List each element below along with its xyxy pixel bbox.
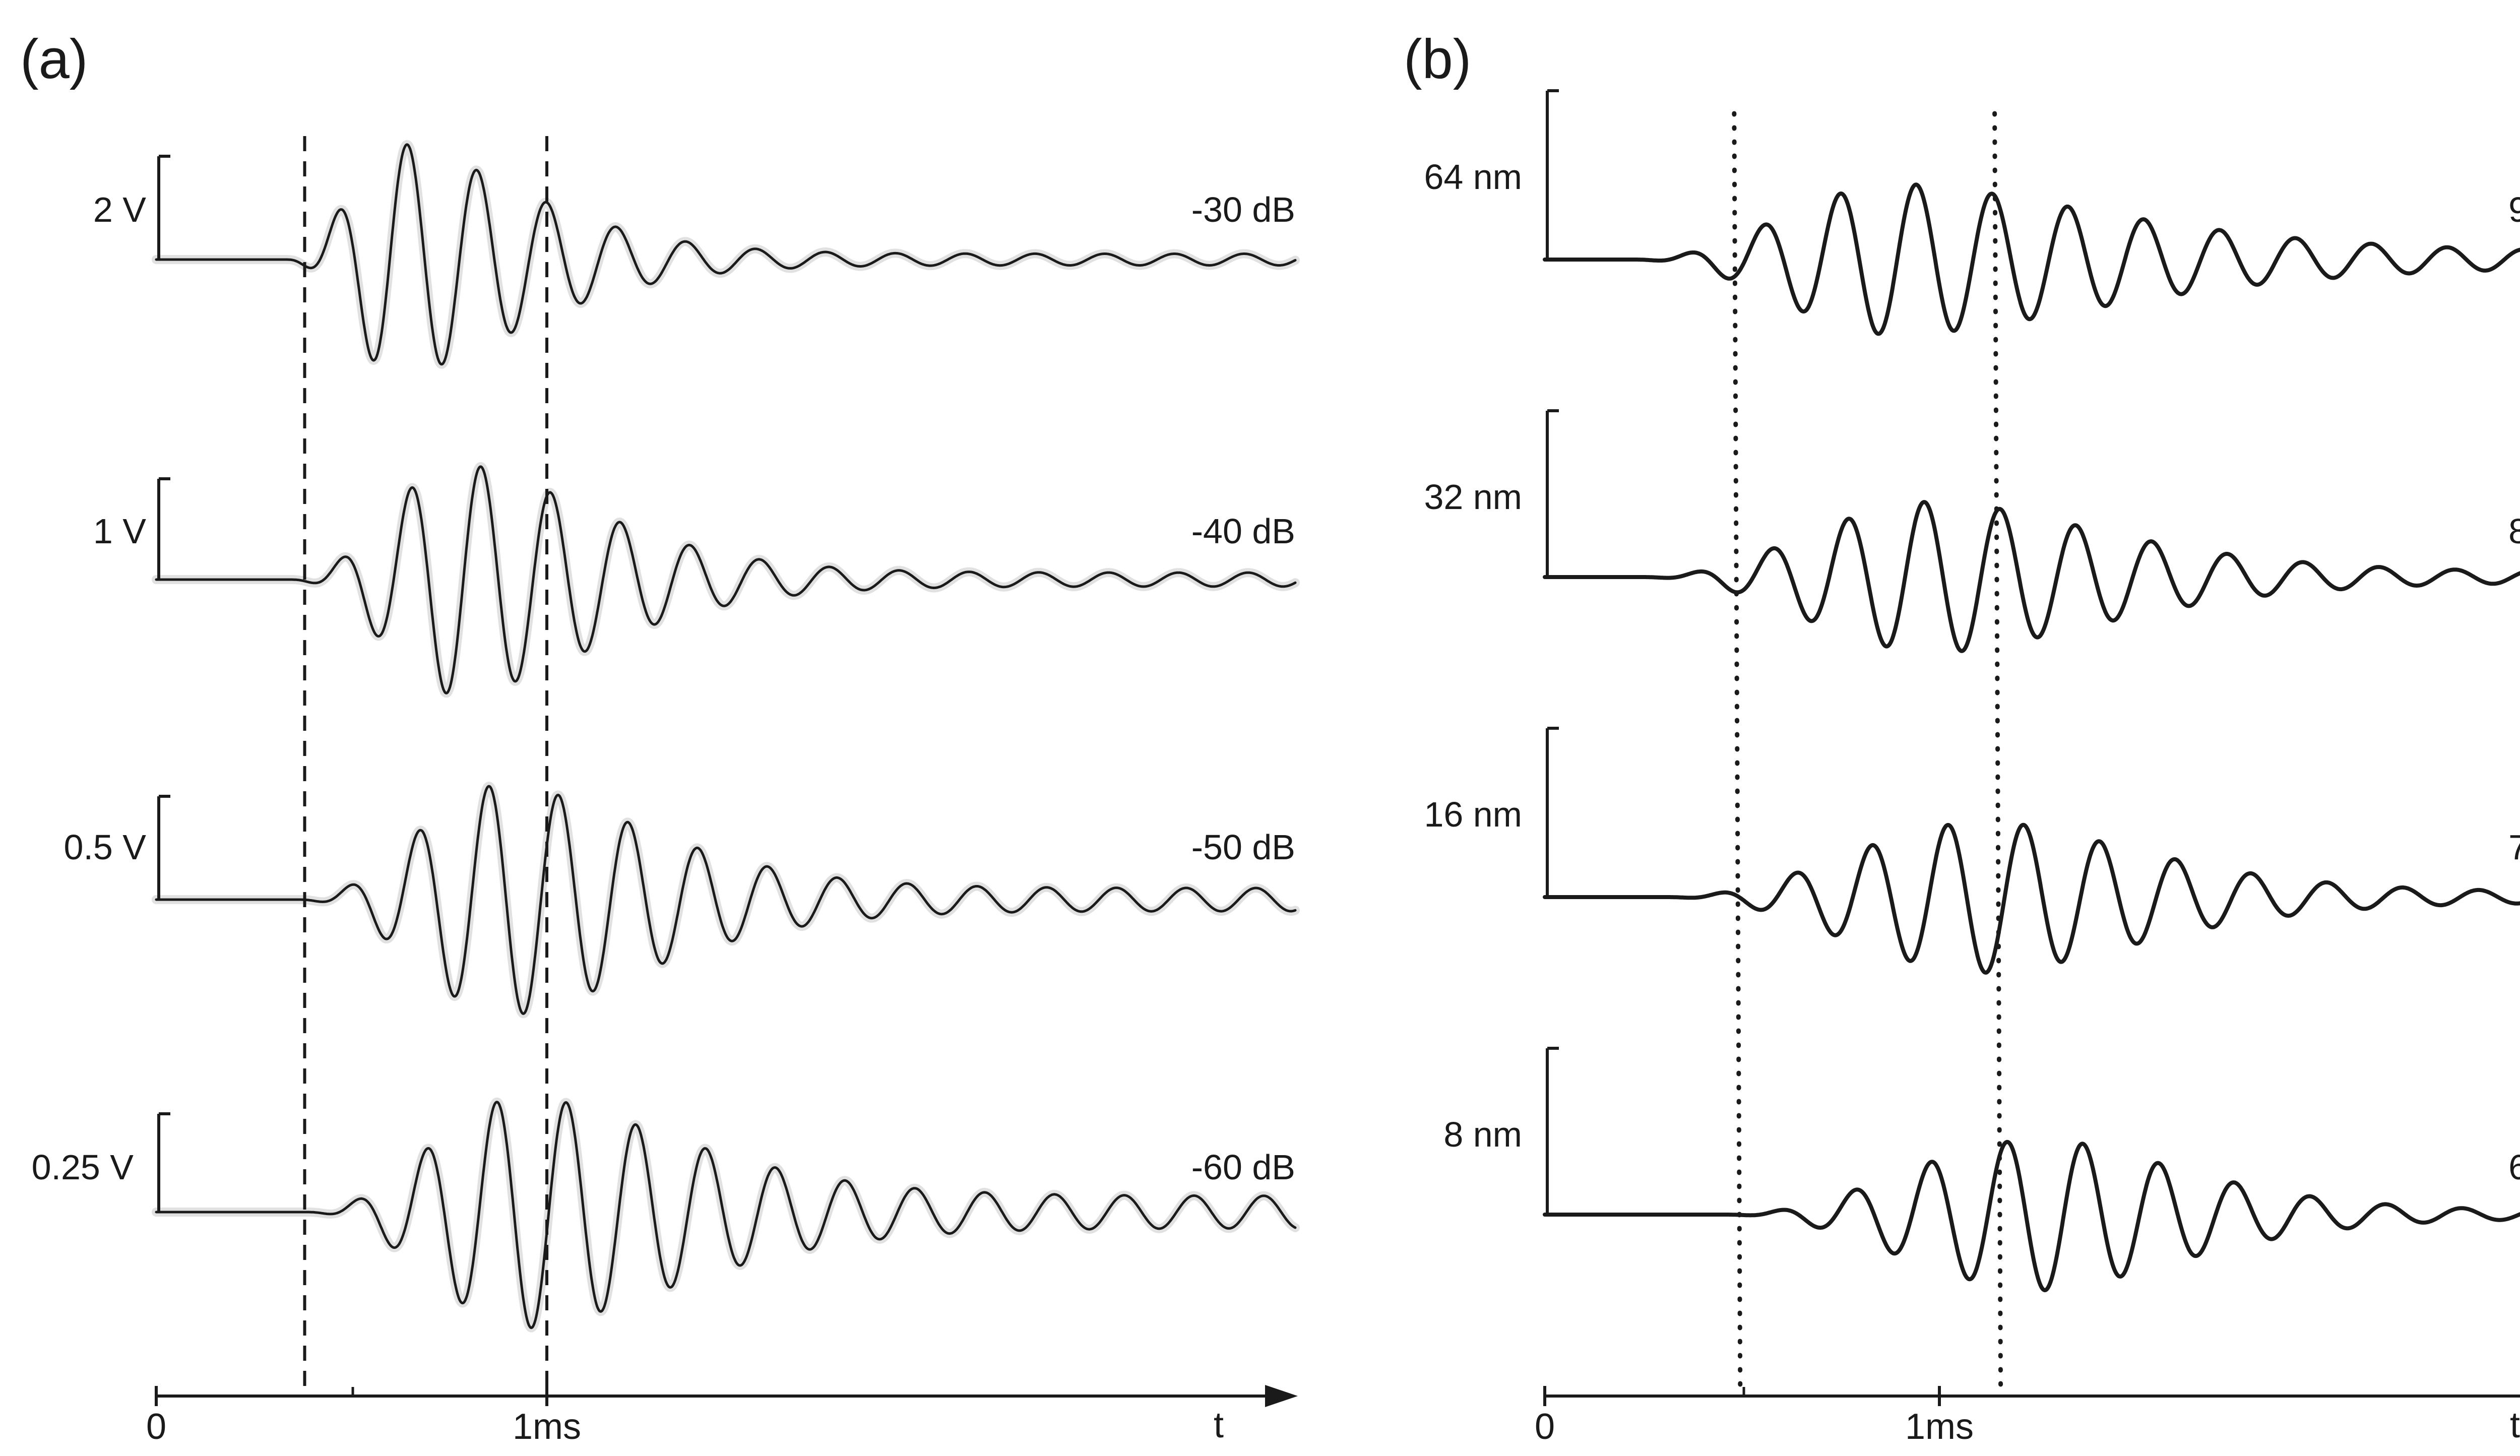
trace-row: 8 nm 66 dB xyxy=(1443,1047,2520,1215)
level-label: 66 dB xyxy=(2508,1148,2520,1187)
level-label: -30 dB xyxy=(1191,190,1295,229)
panel-b: (b) 0 1ms t 64 nm 96 dB 32 nm 86 dB 16 n… xyxy=(1404,28,2520,1447)
waveform-trace xyxy=(155,785,1297,1015)
trace-row: 2 V -30 dB xyxy=(93,155,1295,260)
time-axis-label: t xyxy=(2510,1405,2520,1445)
level-label: -50 dB xyxy=(1191,828,1295,867)
trace-row: 0.25 V -60 dB xyxy=(32,1112,1295,1212)
waveform-trace xyxy=(1543,1140,2520,1292)
tick-label-zero: 0 xyxy=(146,1407,166,1447)
scale-label: 0.25 V xyxy=(32,1148,134,1187)
time-marker-line xyxy=(1992,111,2003,1396)
level-label: 76 dB xyxy=(2508,828,2520,867)
waveform-trace xyxy=(1543,822,2520,975)
marker-lines xyxy=(1732,111,2003,1396)
marker-lines xyxy=(303,136,548,1394)
scale-label: 32 nm xyxy=(1424,477,1522,517)
scale-label: 64 nm xyxy=(1424,157,1522,197)
trace-halo xyxy=(152,140,1300,369)
scale-label: 2 V xyxy=(93,190,146,229)
tick-label-1ms: 1ms xyxy=(513,1407,581,1447)
trace-halo xyxy=(152,782,1300,1019)
level-label: 96 dB xyxy=(2508,190,2520,229)
trace-row: 0.5 V -50 dB xyxy=(64,795,1295,900)
waveform-trace xyxy=(155,465,1297,694)
trace-row: 32 nm 86 dB xyxy=(1424,409,2520,577)
trace-group xyxy=(1543,182,2520,1292)
tick-label-1ms: 1ms xyxy=(1905,1407,1974,1447)
time-axis-arrow xyxy=(1265,1385,1298,1407)
trace-row: 64 nm 96 dB xyxy=(1424,89,2520,260)
scale-label: 16 nm xyxy=(1424,795,1522,834)
waveform-trace xyxy=(1543,182,2520,336)
time-marker-line xyxy=(1732,111,1743,1396)
panel-a: (a) 0 1ms t 2 V -30 dB 1 V -40 dB 0.5 V xyxy=(20,28,1300,1447)
time-axis-label: t xyxy=(1214,1405,1224,1445)
level-label: -60 dB xyxy=(1191,1148,1295,1187)
trace-group xyxy=(152,140,1300,1333)
trace-row: 1 V -40 dB xyxy=(93,477,1295,580)
tick-label-zero: 0 xyxy=(1535,1407,1555,1447)
scale-label: 1 V xyxy=(93,512,146,551)
waveform-trace xyxy=(155,1101,1297,1330)
panel-label: (b) xyxy=(1404,28,1471,90)
trace-row: 16 nm 76 dB xyxy=(1424,727,2520,897)
level-label: 86 dB xyxy=(2508,512,2520,551)
waveform-trace xyxy=(1543,500,2520,653)
scale-label: 0.5 V xyxy=(64,828,147,867)
scale-label: 8 nm xyxy=(1443,1115,1522,1154)
waveform-trace xyxy=(155,143,1297,366)
panel-label: (a) xyxy=(20,28,88,90)
level-label: -40 dB xyxy=(1191,512,1295,551)
